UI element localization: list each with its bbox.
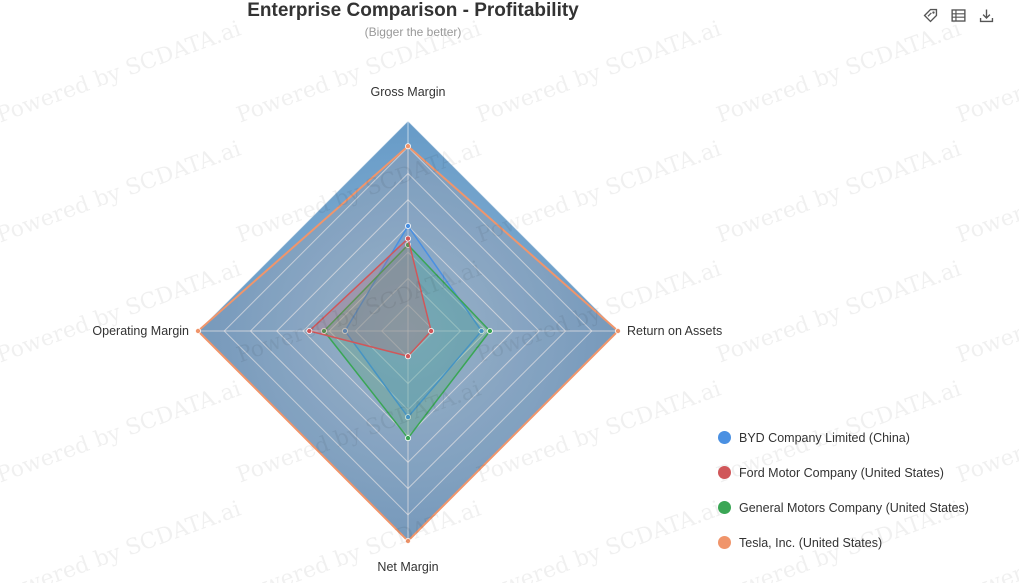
data-point[interactable] xyxy=(478,327,485,334)
data-point[interactable] xyxy=(404,143,411,150)
chart-title: Enterprise Comparison - Profitability xyxy=(247,0,579,21)
data-point[interactable] xyxy=(341,327,348,334)
data-point[interactable] xyxy=(428,327,435,334)
legend-marker xyxy=(718,501,731,514)
chart-legend: BYD Company Limited (China) Ford Motor C… xyxy=(718,420,969,560)
axis-label: Operating Margin xyxy=(92,324,189,338)
data-point[interactable] xyxy=(404,435,411,442)
chart-toolbar xyxy=(921,6,995,24)
data-point[interactable] xyxy=(194,327,201,334)
legend-label: Tesla, Inc. (United States) xyxy=(739,535,883,550)
legend-marker xyxy=(718,536,731,549)
axis-label: Net Margin xyxy=(377,560,438,574)
data-point[interactable] xyxy=(306,327,313,334)
axis-label: Gross Margin xyxy=(370,85,445,99)
legend-item-gm[interactable]: General Motors Company (United States) xyxy=(718,490,969,525)
tag-icon[interactable] xyxy=(921,6,939,24)
data-point[interactable] xyxy=(404,235,411,242)
legend-item-byd[interactable]: BYD Company Limited (China) xyxy=(718,420,969,455)
data-point[interactable] xyxy=(404,222,411,229)
chart-subtitle: (Bigger the better) xyxy=(364,25,462,39)
legend-label: General Motors Company (United States) xyxy=(739,500,969,515)
legend-item-ford[interactable]: Ford Motor Company (United States) xyxy=(718,455,969,490)
axis-labels: Gross Margin Return on Assets Net Margin Op… xyxy=(92,85,722,574)
data-point[interactable] xyxy=(404,538,411,545)
data-point[interactable] xyxy=(486,327,493,334)
data-view-icon[interactable] xyxy=(949,6,967,24)
legend-label: BYD Company Limited (China) xyxy=(739,430,910,445)
data-point[interactable] xyxy=(615,327,622,334)
legend-label: Ford Motor Company (United States) xyxy=(739,465,944,480)
data-point[interactable] xyxy=(404,353,411,360)
data-point[interactable] xyxy=(404,414,411,421)
legend-item-tesla[interactable]: Tesla, Inc. (United States) xyxy=(718,525,969,560)
radar-series xyxy=(194,143,622,545)
download-icon[interactable] xyxy=(977,6,995,24)
legend-marker xyxy=(718,431,731,444)
axis-label: Return on Assets xyxy=(627,324,722,338)
data-point[interactable] xyxy=(320,327,327,334)
legend-marker xyxy=(718,466,731,479)
